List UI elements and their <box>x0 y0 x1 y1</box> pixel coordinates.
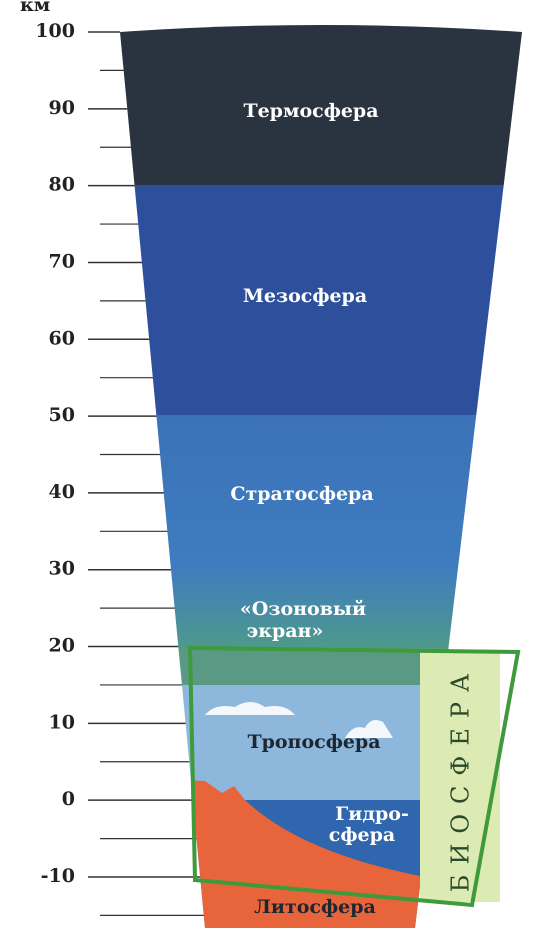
tick-label: 100 <box>35 20 75 42</box>
tick-label: -10 <box>41 865 75 887</box>
layer-label: Термосфера <box>243 100 378 122</box>
layer-label: Гидро- <box>335 803 409 825</box>
tick-label: 80 <box>49 174 75 196</box>
tick-label: 40 <box>49 481 75 503</box>
layer-label: Тропосфера <box>247 731 380 753</box>
tick-label: 0 <box>62 788 75 810</box>
biosphere-label: БИОСФЕРА <box>447 664 475 892</box>
layer-label: Мезосфера <box>243 285 367 307</box>
thermosphere-layer <box>100 0 540 185</box>
layer-label: Литосфера <box>254 896 376 918</box>
tick-label: 30 <box>49 558 75 580</box>
layer-label: экран» <box>247 620 324 642</box>
tick-label: 20 <box>49 635 75 657</box>
tick-label: 60 <box>49 327 75 349</box>
tick-label: 10 <box>49 711 75 733</box>
layer-label: «Озоновый <box>240 598 366 620</box>
tick-label: 70 <box>49 250 75 272</box>
layer-label: сфера <box>329 824 395 846</box>
layer-label: Стратосфера <box>230 483 373 505</box>
tick-label: 50 <box>49 404 75 426</box>
tick-label: 90 <box>49 97 75 119</box>
diagram: км 1009080706050403020100-10 БИОСФЕРА Те… <box>0 0 560 940</box>
unit-label: км <box>20 0 50 16</box>
